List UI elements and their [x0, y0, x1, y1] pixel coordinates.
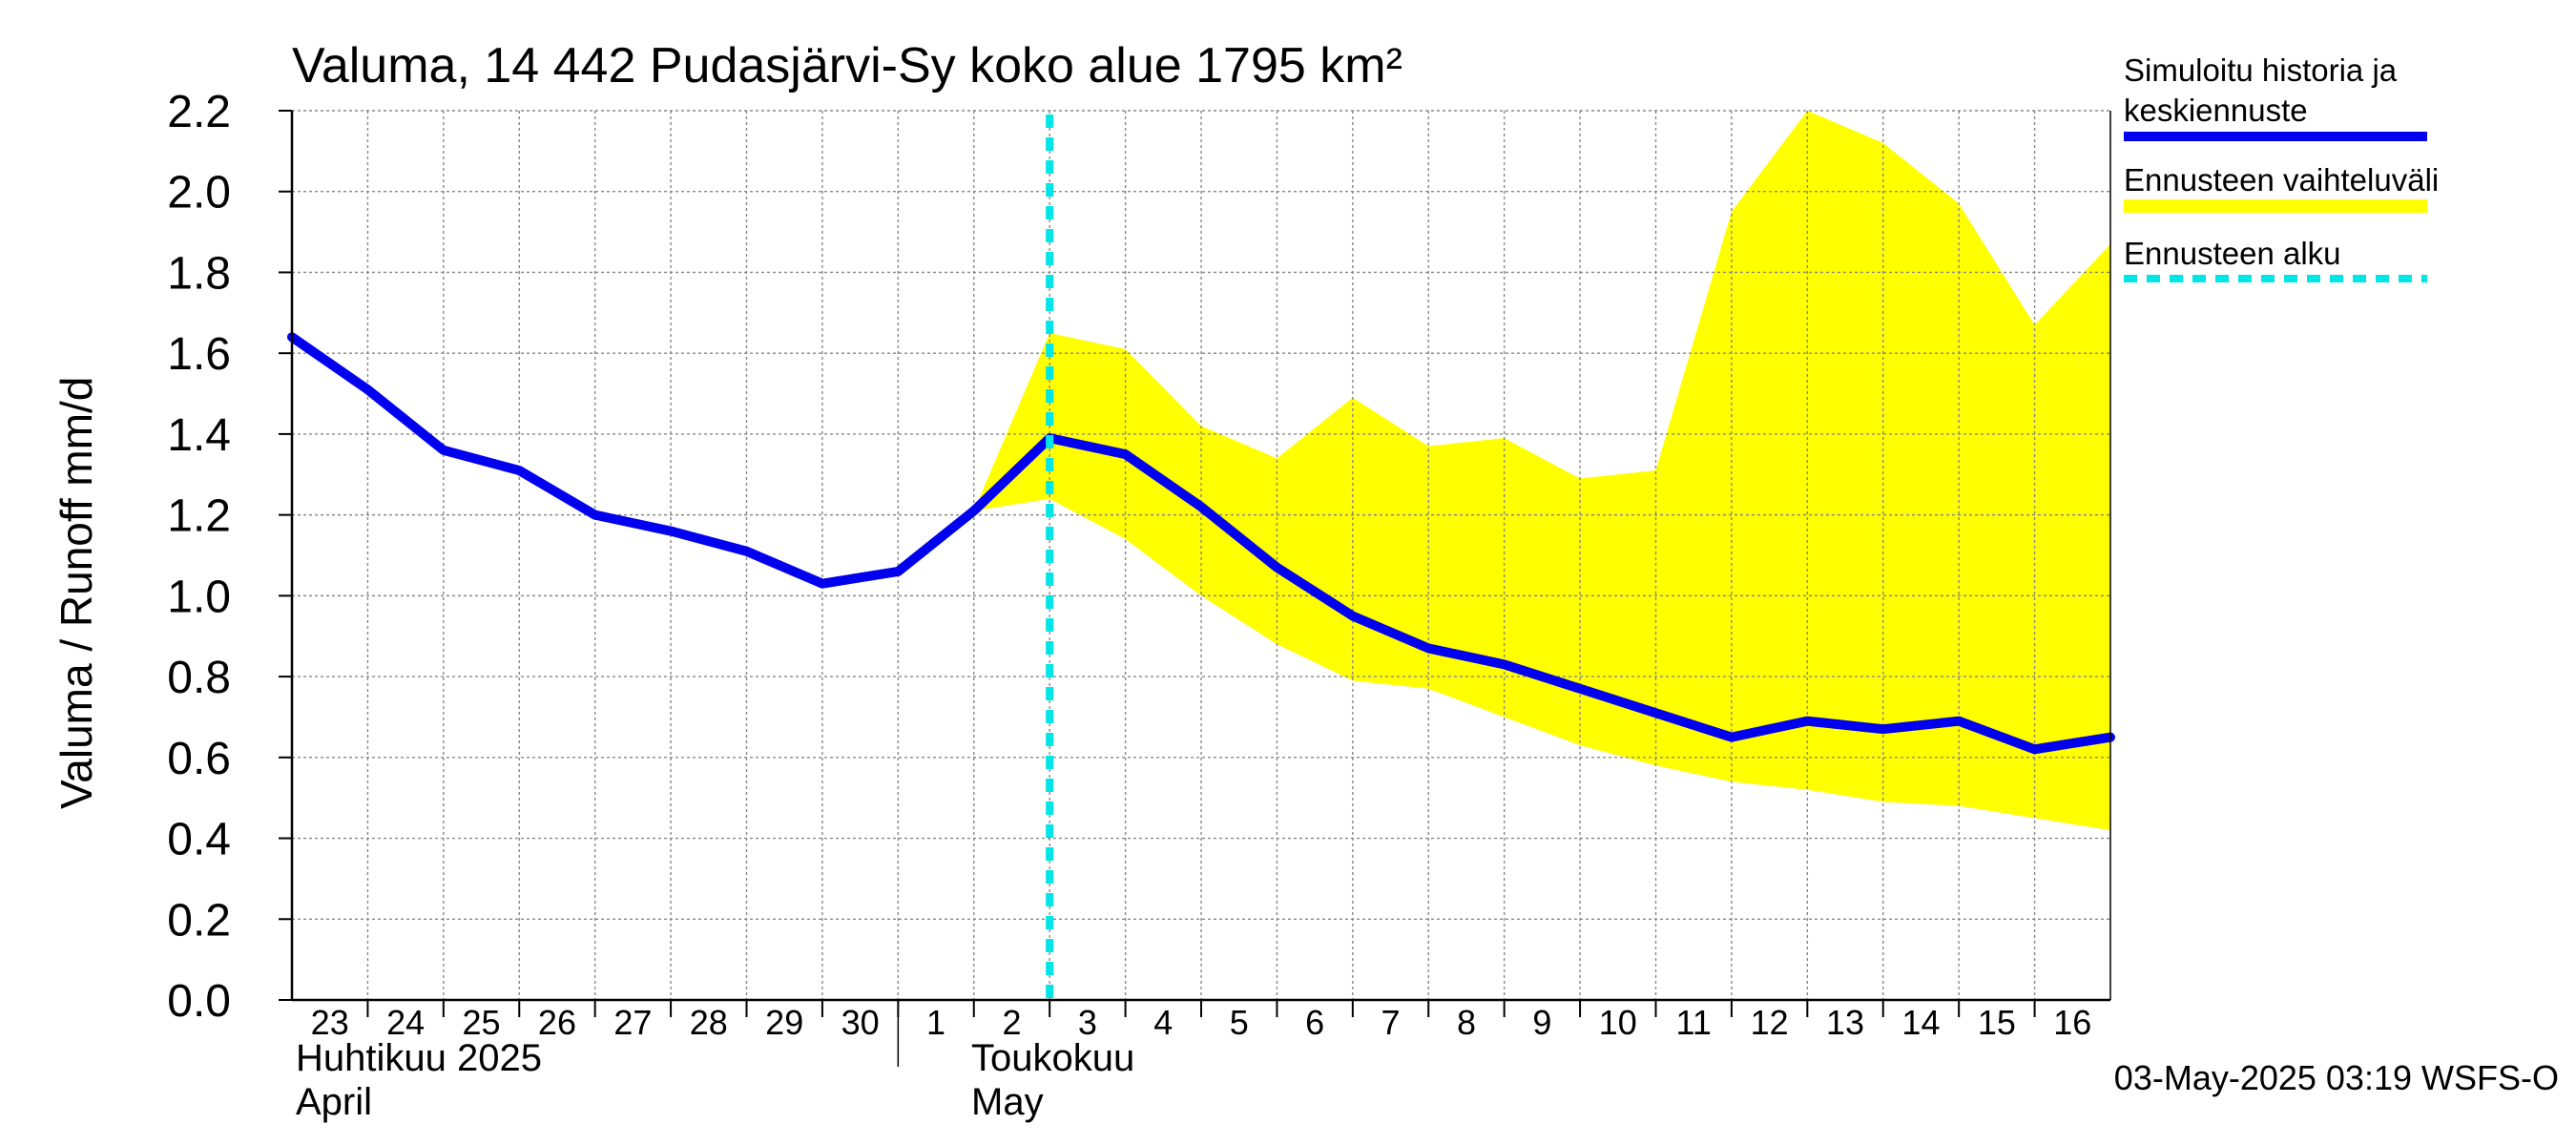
- x-tick-label: 25: [463, 1003, 501, 1042]
- y-tick-label: 0.0: [167, 976, 231, 1027]
- legend-label-series-line2: keskiennuste: [2124, 93, 2308, 128]
- y-tick-label: 0.4: [167, 815, 231, 865]
- y-tick-label: 1.0: [167, 572, 231, 622]
- x-tick-label: 6: [1305, 1003, 1324, 1042]
- x-tick-label: 2: [1002, 1003, 1021, 1042]
- series-line-simulated: [287, 332, 2115, 755]
- x-tick-label: 13: [1826, 1003, 1864, 1042]
- x-tick-label: 27: [613, 1003, 652, 1042]
- forecast-range-band-layer: [973, 111, 2110, 831]
- y-tick-label: 1.2: [167, 491, 231, 542]
- x-tick-label: 1: [926, 1003, 945, 1042]
- x-tick-label: 24: [386, 1003, 425, 1042]
- legend-label-series-line1: Simuloitu historia ja: [2124, 52, 2398, 88]
- month-label-april-en: April: [296, 1081, 372, 1123]
- y-tick-label: 2.2: [167, 87, 231, 137]
- x-tick-label: 3: [1078, 1003, 1097, 1042]
- x-tick-label: 30: [841, 1003, 880, 1042]
- month-label-april-fi: Huhtikuu 2025: [296, 1037, 542, 1079]
- x-tick-label: 23: [311, 1003, 349, 1042]
- x-tick-label: 14: [1901, 1003, 1940, 1042]
- x-tick-label: 12: [1751, 1003, 1789, 1042]
- y-axis-label: Valuma / Runoff mm/d: [52, 377, 101, 809]
- forecast-range-band: [973, 111, 2110, 831]
- x-tick-label: 28: [690, 1003, 728, 1042]
- y-tick-label: 0.2: [167, 895, 231, 946]
- chart-title: Valuma, 14 442 Pudasjärvi-Sy koko alue 1…: [292, 38, 1402, 94]
- series-layer: [287, 332, 2115, 755]
- x-tick-label: 8: [1457, 1003, 1476, 1042]
- y-tick-labels: 0.0 0.2 0.4 0.6 0.8 1.0 1.2 1.4 1.6 1.8 2.0 2.2: [167, 87, 231, 1027]
- x-tick-label: 15: [1978, 1003, 2016, 1042]
- x-tick-labels: 23 24 25 26 27 28 29 30 1 2 3 4 5 6 7 8 9 10 11 12 13 14 15 16: [311, 1003, 2092, 1042]
- y-tick-label: 2.0: [167, 168, 231, 219]
- x-tick-label: 10: [1599, 1003, 1637, 1042]
- x-tick-label: 26: [538, 1003, 576, 1042]
- y-tick-label: 1.4: [167, 410, 231, 461]
- month-label-may-en: May: [971, 1081, 1044, 1123]
- x-tick-label: 9: [1532, 1003, 1551, 1042]
- x-tick-label: 7: [1381, 1003, 1401, 1042]
- axis-layer: [279, 110, 2111, 1067]
- x-tick-label: 11: [1676, 1003, 1712, 1042]
- footer-timestamp: 03-May-2025 03:19 WSFS-O: [2114, 1058, 2559, 1097]
- month-label-may-fi: Toukokuu: [971, 1037, 1134, 1079]
- legend: Simuloitu historia ja keskiennuste Ennus…: [2124, 52, 2439, 282]
- y-tick-label: 0.6: [167, 734, 231, 784]
- x-tick-label: 4: [1153, 1003, 1173, 1042]
- legend-label-forecast-start: Ennusteen alku: [2124, 236, 2341, 271]
- x-tick-label: 16: [2053, 1003, 2091, 1042]
- y-tick-label: 0.8: [167, 653, 231, 703]
- x-tick-label: 29: [765, 1003, 803, 1042]
- x-tick-label: 5: [1230, 1003, 1249, 1042]
- legend-label-band: Ennusteen vaihteluväli: [2124, 162, 2439, 198]
- y-tick-label: 1.6: [167, 329, 231, 380]
- y-tick-label: 1.8: [167, 248, 231, 299]
